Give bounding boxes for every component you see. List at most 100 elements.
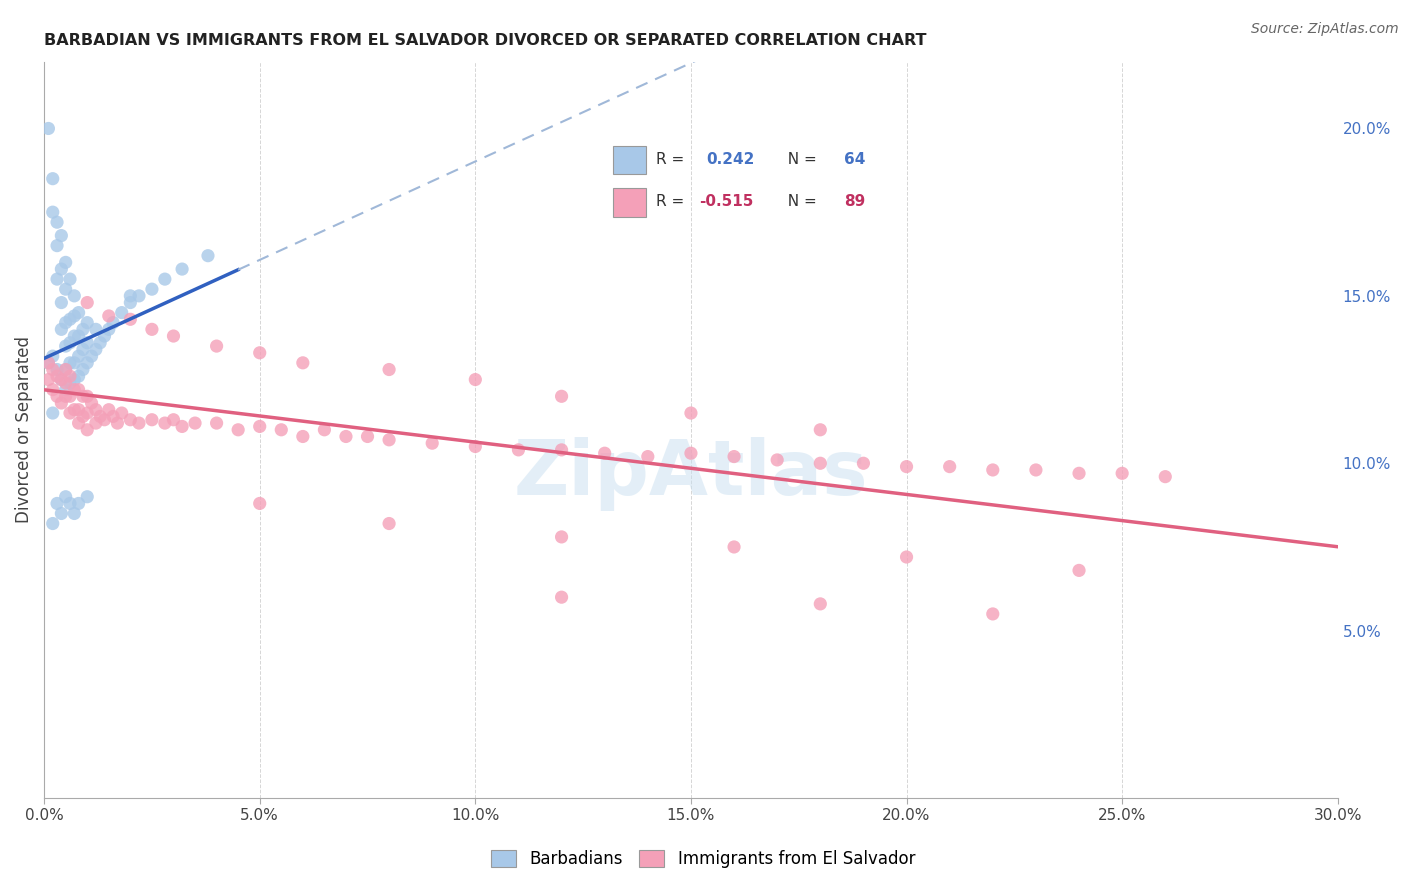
Point [550, 590, 572, 604]
Point [76, 389, 98, 403]
Point [46, 215, 69, 229]
Point [723, 450, 745, 464]
Point [37, 356, 59, 370]
Point [72, 322, 94, 336]
Point [172, 419, 194, 434]
Point [101, 316, 124, 330]
Point [55, 362, 77, 376]
Point [1067, 467, 1090, 481]
Point [97, 309, 120, 323]
Point [550, 389, 572, 403]
Point [1154, 469, 1177, 483]
Point [184, 416, 207, 430]
Point [59, 335, 82, 350]
Point [89, 335, 111, 350]
Point [637, 450, 659, 464]
Point [63, 507, 86, 521]
Text: Source: ZipAtlas.com: Source: ZipAtlas.com [1251, 22, 1399, 37]
Point [55, 316, 77, 330]
Point [120, 295, 142, 310]
Point [55, 339, 77, 353]
Point [1025, 463, 1047, 477]
Point [679, 406, 702, 420]
Point [111, 305, 134, 319]
Point [89, 409, 111, 424]
Point [37, 373, 59, 387]
Point [679, 446, 702, 460]
Point [420, 436, 443, 450]
Point [938, 459, 960, 474]
Point [67, 402, 90, 417]
Point [356, 429, 378, 443]
Point [84, 322, 107, 336]
Point [120, 289, 142, 303]
Point [464, 440, 486, 454]
Point [162, 329, 184, 343]
Point [981, 607, 1004, 621]
Point [67, 496, 90, 510]
Point [63, 383, 86, 397]
Point [270, 423, 292, 437]
Point [141, 282, 163, 296]
Point [59, 272, 82, 286]
Point [852, 456, 875, 470]
Point [46, 362, 69, 376]
Point [808, 456, 831, 470]
Point [84, 416, 107, 430]
Point [205, 339, 228, 353]
Point [55, 255, 77, 269]
Point [896, 549, 918, 564]
Point [550, 442, 572, 457]
Point [72, 343, 94, 357]
Point [76, 356, 98, 370]
Point [72, 389, 94, 403]
Point [67, 349, 90, 363]
Point [226, 423, 249, 437]
Point [51, 507, 73, 521]
Point [59, 406, 82, 420]
Point [42, 205, 65, 219]
Point [76, 335, 98, 350]
Point [51, 228, 73, 243]
Point [378, 362, 401, 376]
Point [153, 272, 176, 286]
Point [172, 262, 194, 277]
Point [808, 423, 831, 437]
Point [59, 496, 82, 510]
Point [76, 490, 98, 504]
Point [378, 433, 401, 447]
Point [63, 402, 86, 417]
Point [508, 442, 530, 457]
Point [67, 329, 90, 343]
Point [63, 356, 86, 370]
Point [46, 272, 69, 286]
Legend: Barbadians, Immigrants from El Salvador: Barbadians, Immigrants from El Salvador [484, 843, 922, 875]
Point [59, 376, 82, 390]
Text: ZipAtlas: ZipAtlas [513, 437, 869, 511]
Point [84, 402, 107, 417]
Point [63, 309, 86, 323]
Y-axis label: Divorced or Separated: Divorced or Separated [15, 336, 32, 524]
Point [72, 409, 94, 424]
Point [550, 530, 572, 544]
Point [55, 389, 77, 403]
Point [141, 413, 163, 427]
Point [1111, 467, 1133, 481]
Point [37, 121, 59, 136]
Point [55, 362, 77, 376]
Point [97, 402, 120, 417]
Point [291, 429, 314, 443]
Point [72, 362, 94, 376]
Point [896, 459, 918, 474]
Point [120, 413, 142, 427]
Point [51, 373, 73, 387]
Point [63, 289, 86, 303]
Point [93, 413, 115, 427]
Point [162, 413, 184, 427]
Point [67, 305, 90, 319]
Point [67, 369, 90, 384]
Text: BARBADIAN VS IMMIGRANTS FROM EL SALVADOR DIVORCED OR SEPARATED CORRELATION CHART: BARBADIAN VS IMMIGRANTS FROM EL SALVADOR… [44, 33, 927, 48]
Point [51, 322, 73, 336]
Point [46, 238, 69, 252]
Point [51, 262, 73, 277]
